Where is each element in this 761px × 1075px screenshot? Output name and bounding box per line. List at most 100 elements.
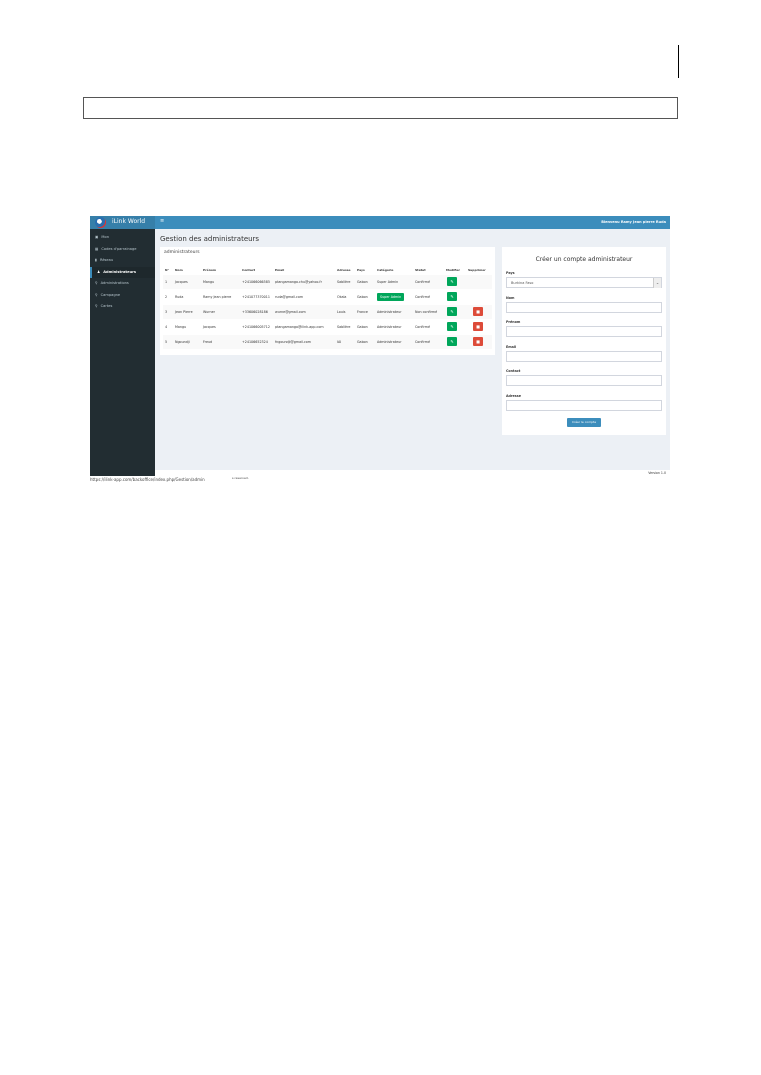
cell-statut: Non confirmé (415, 310, 438, 314)
cell-n: 2 (165, 295, 168, 299)
table-row: 4 Mangu Jacques +241066005712 ptangamango@il… (163, 320, 492, 334)
sidebar-item-6[interactable]: ⚲ Cartes (90, 301, 155, 312)
cell-n: 4 (165, 325, 168, 329)
edit-icon[interactable]: ✎ (447, 337, 457, 346)
cell-contact: +33606028186 (242, 310, 268, 314)
cell-pays: France (357, 310, 368, 314)
cell-prnom: Freud (203, 340, 213, 344)
cell-catgorie: Super Admin (377, 280, 399, 284)
cell-statut: Confirmé (415, 340, 431, 344)
field-label: Pays (506, 271, 515, 275)
edit-icon[interactable]: ✎ (447, 322, 457, 331)
cell-nom: Jean Pierre (175, 310, 193, 314)
cell-adresse: IAI (337, 340, 342, 344)
chart-icon: ▮ (95, 258, 97, 262)
sidebar-item-0[interactable]: ▣ Mon (90, 232, 155, 243)
marker-icon: ⚲ (95, 304, 98, 308)
sidebar-item-3[interactable]: ♟ Administrateurs (90, 266, 155, 278)
sidebar-item-label: Codes d'parrainage (101, 246, 137, 251)
adresse-input[interactable] (506, 399, 662, 411)
sidebar-item-label: Réseau (99, 258, 114, 262)
cell-adresse: Okala (337, 295, 347, 299)
user-icon: ♟ (97, 269, 101, 274)
field-label: Email (506, 344, 517, 349)
cell-adresse: Sablière (337, 325, 351, 329)
sidebar-item-1[interactable]: ▦ Codes d'parrainage (90, 244, 155, 255)
cell-contact: +241066005712 (242, 325, 270, 329)
column-header: Modifier (446, 268, 460, 272)
marker-icon: ⚲ (95, 281, 98, 285)
panel-title: administrateurs (164, 250, 200, 255)
nom-input[interactable] (506, 301, 662, 313)
cell-catgorie: Administrateur (377, 325, 402, 329)
footer-copyright: s reserved. (232, 476, 249, 480)
pays-select[interactable]: Burkina Faso ⌄ (506, 277, 662, 288)
cell-catgorie: Administrateur (377, 310, 402, 314)
cell-pays: Gabon (357, 325, 368, 329)
cell-nom: Ngoundji (175, 340, 190, 344)
cell-email: ptangamango@ilink-app.com (275, 325, 324, 329)
sidebar: ▣ Mon ▦ Codes d'parrainage ▮ Réseau ♟ Administr… (90, 229, 155, 476)
email-input[interactable] (506, 350, 662, 362)
cell-email: wurne@gmail.com (275, 310, 306, 314)
cell-contact: +24106652324 (242, 340, 268, 344)
field-label: Contact (506, 369, 521, 373)
cell-contact: +241066066585 (242, 280, 270, 284)
cell-statut: Confirmé (415, 325, 431, 329)
grid-icon: ▦ (95, 246, 99, 251)
chevron-down-icon[interactable]: ⌄ (653, 278, 661, 288)
cell-email: fngoundji@gmail.com (275, 340, 312, 344)
document-frame (83, 97, 678, 119)
form-title: Créer un compte administrateur (535, 256, 633, 263)
column-header: Catégorie (377, 268, 394, 272)
cell-prnom: Jacques (203, 325, 216, 329)
cell-nom: Jacques (175, 280, 188, 284)
column-header: Prénom (203, 268, 217, 272)
cell-statut: Confirmé (415, 295, 431, 299)
column-header: Email (275, 268, 285, 272)
sidebar-item-label: Campagne (100, 292, 121, 297)
edit-icon[interactable]: ✎ (447, 292, 457, 301)
brand-name: iLink World (112, 218, 146, 225)
sidebar-item-label: Administrateurs (103, 269, 137, 274)
create-account-button[interactable]: Créer le compte (567, 418, 601, 427)
edit-icon[interactable]: ✎ (447, 277, 457, 286)
table-row: 3 Jean Pierre Wurner +33606028186 wurne@gmai… (163, 305, 492, 319)
logo-icon (95, 217, 106, 228)
column-header: Contact (242, 268, 256, 272)
cell-pays: Gabon (357, 280, 368, 284)
cell-n: 3 (165, 310, 168, 314)
app-screenshot: iLink World ≡ Bienvenu Ramy Jean pierre … (90, 216, 670, 476)
footer: Version 1.0 (155, 470, 670, 476)
page-margin-line (678, 45, 679, 78)
sidebar-item-2[interactable]: ▮ Réseau (90, 255, 155, 266)
hamburger-icon[interactable]: ≡ (160, 218, 165, 224)
sidebar-item-5[interactable]: ⚲ Campagne (90, 290, 155, 301)
trash-icon[interactable]: ■ (473, 322, 483, 331)
admin-table-panel: administrateurs N° Nom Prénom Contact Email A… (160, 247, 495, 355)
field-label: Prénom (506, 320, 521, 324)
column-header: N° (165, 268, 170, 272)
topbar: iLink World ≡ Bienvenu Ramy Jean pierre … (90, 216, 670, 229)
prenom-input[interactable] (506, 326, 662, 337)
edit-icon[interactable]: ✎ (447, 307, 457, 316)
cell-nom: Mangu (175, 325, 187, 329)
welcome-user[interactable]: Bienvenu Ramy Jean pierre Ruda (601, 220, 666, 224)
cell-catgorie: Super Admin (377, 293, 405, 301)
cell-prnom: Wurner (203, 310, 216, 314)
cell-adresse: Sablière (337, 280, 351, 284)
marker-icon: ⚲ (95, 292, 98, 297)
cell-nom: Ruda (175, 295, 184, 299)
sidebar-item-4[interactable]: ⚲ Administrations (90, 278, 155, 289)
brand[interactable]: iLink World (90, 216, 155, 229)
column-header: Statut (415, 268, 426, 272)
contact-input[interactable] (506, 375, 662, 386)
cell-n: 5 (165, 340, 168, 344)
table-row: 5 Ngoundji Freud +24106652324 fngoundji@gmai… (163, 335, 492, 349)
page-title: Gestion des administrateurs (160, 235, 260, 243)
trash-icon[interactable]: ■ (473, 337, 483, 346)
sidebar-item-label: Cartes (100, 304, 113, 308)
cell-email: ptangamango.chu@yahoo.fr (275, 280, 322, 284)
trash-icon[interactable]: ■ (473, 307, 483, 316)
cell-statut: Confirmé (415, 280, 431, 284)
